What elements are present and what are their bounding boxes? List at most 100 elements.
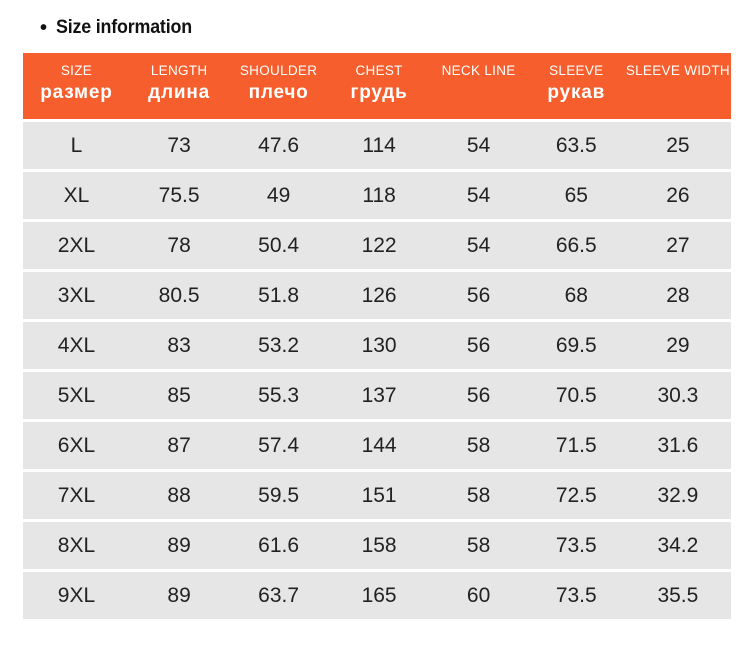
value-cell: 54 [429,172,528,219]
column-label-ru: размер [40,81,113,103]
size-cell: 3XL [23,272,130,319]
value-cell: 73.5 [527,572,625,619]
value-cell: 28 [624,272,731,319]
table-row: XL 75.5 49 118 54 65 26 [23,172,731,219]
value-cell: 89 [129,522,229,569]
size-cell: 7XL [23,472,130,519]
table-row: 6XL 87 57.4 144 58 71.5 31.6 [23,422,731,469]
value-cell: 114 [328,122,430,169]
value-cell: 63.7 [228,572,329,619]
value-cell: 73 [129,122,229,169]
table-row: 4XL 83 53.2 130 56 69.5 29 [23,322,731,369]
size-cell: 2XL [23,222,130,269]
value-cell: 118 [328,172,430,219]
column-header: CHEST грудь [328,53,430,119]
table-row: L 73 47.6 114 54 63.5 25 [23,122,731,169]
value-cell: 89 [129,572,229,619]
value-cell: 72.5 [527,472,625,519]
value-cell: 53.2 [228,322,329,369]
column-label-en: SHOULDER [239,63,318,78]
value-cell: 26 [624,172,731,219]
column-label-en: SIZE [60,63,93,78]
value-cell: 57.4 [228,422,329,469]
column-label-ru: рукав [547,81,606,103]
value-cell: 30.3 [624,372,731,419]
value-cell: 71.5 [527,422,625,469]
column-label-en: NECK LINE [441,63,516,78]
column-label-en: SLEEVE WIDTH [625,63,730,78]
value-cell: 51.8 [228,272,329,319]
column-label-en: SLEEVE [549,63,604,78]
value-cell: 87 [129,422,229,469]
size-cell: XL [23,172,130,219]
size-cell: 5XL [23,372,130,419]
column-label-ru: плечо [248,81,309,103]
table-row: 9XL 89 63.7 165 60 73.5 35.5 [23,572,731,619]
value-cell: 63.5 [527,122,625,169]
table-row: 2XL 78 50.4 122 54 66.5 27 [23,222,731,269]
value-cell: 25 [624,122,731,169]
value-cell: 70.5 [527,372,625,419]
value-cell: 73.5 [527,522,625,569]
value-cell: 66.5 [527,222,625,269]
value-cell: 158 [328,522,430,569]
size-cell: L [23,122,130,169]
value-cell: 83 [129,322,229,369]
value-cell: 32.9 [624,472,731,519]
value-cell: 60 [429,572,528,619]
value-cell: 58 [429,522,528,569]
size-cell: 9XL [23,572,130,619]
value-cell: 130 [328,322,430,369]
value-cell: 61.6 [228,522,329,569]
size-cell: 6XL [23,422,130,469]
table-body: L 73 47.6 114 54 63.5 25 XL 75.5 49 118 54 65 26 2XL 78… [23,122,731,619]
value-cell: 58 [429,422,528,469]
value-cell: 88 [129,472,229,519]
value-cell: 56 [429,322,528,369]
value-cell: 56 [429,372,528,419]
column-label-en: CHEST [355,63,403,78]
page-title: Size information [56,17,192,38]
value-cell: 49 [228,172,329,219]
column-label-ru: грудь [350,81,408,103]
value-cell: 151 [328,472,430,519]
value-cell: 122 [328,222,430,269]
column-header: SLEEVE WIDTH [624,53,731,119]
column-label-ru: длина [148,81,211,103]
column-label-en: LENGTH [150,63,208,78]
size-cell: 8XL [23,522,130,569]
value-cell: 27 [624,222,731,269]
value-cell: 126 [328,272,430,319]
value-cell: 58 [429,472,528,519]
value-cell: 31.6 [624,422,731,469]
value-cell: 78 [129,222,229,269]
value-cell: 144 [328,422,430,469]
value-cell: 80.5 [129,272,229,319]
column-header: SHOULDER плечо [228,53,329,119]
value-cell: 137 [328,372,430,419]
value-cell: 68 [527,272,625,319]
table-header-row: SIZE размер LENGTH длина SHOULDER плечо CHEST г… [23,53,731,119]
column-header: SLEEVE рукав [527,53,625,119]
value-cell: 29 [624,322,731,369]
table-row: 8XL 89 61.6 158 58 73.5 34.2 [23,522,731,569]
value-cell: 55.3 [228,372,329,419]
value-cell: 54 [429,122,528,169]
value-cell: 35.5 [624,572,731,619]
value-cell: 75.5 [129,172,229,219]
bullet-icon: • [40,17,48,39]
size-cell: 4XL [23,322,130,369]
table-row: 5XL 85 55.3 137 56 70.5 30.3 [23,372,731,419]
value-cell: 165 [328,572,430,619]
column-header: NECK LINE [429,53,528,119]
value-cell: 59.5 [228,472,329,519]
value-cell: 69.5 [527,322,625,369]
value-cell: 54 [429,222,528,269]
value-cell: 47.6 [228,122,329,169]
column-header: LENGTH длина [129,53,229,119]
value-cell: 56 [429,272,528,319]
value-cell: 50.4 [228,222,329,269]
table-row: 3XL 80.5 51.8 126 56 68 28 [23,272,731,319]
size-table: SIZE размер LENGTH длина SHOULDER плечо CHEST г… [23,50,731,622]
section-title: • Size information [40,17,750,39]
